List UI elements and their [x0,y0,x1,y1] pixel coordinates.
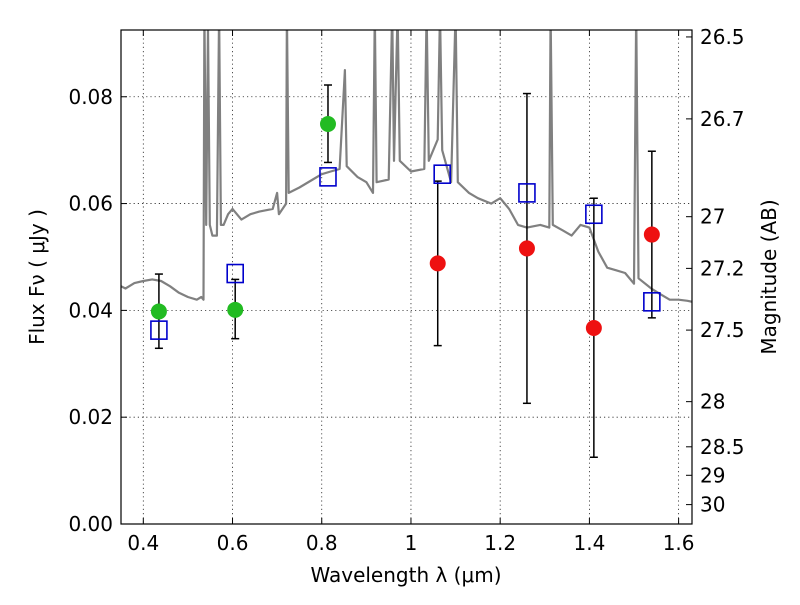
x-tick-label: 0.6 [217,531,249,555]
observed-green-point [227,301,244,318]
observed-green-point [319,115,336,132]
y-tick-label: 0.04 [68,298,113,322]
x-axis-label: Wavelength λ (μm) [310,563,501,587]
y-tick-label: 0.06 [68,192,113,216]
mag-tick-label: 28 [700,390,725,414]
mag-tick-label: 30 [700,493,725,517]
y-axis-label: Flux Fν ( μJy ) [25,209,49,345]
x-tick-label: 0.4 [127,531,159,555]
model-photometry-point [433,164,451,184]
x-tick-label: 1.4 [573,531,605,555]
x-tick-label: 1 [405,531,418,555]
axis-ticks: 0.4 0.6 0.8 1 1.2 1.4 1.6 0.00 0.02 0.04 0.06 0.08 2… [68,25,744,555]
x-tick-label: 0.8 [306,531,338,555]
plot-area [121,30,692,458]
model-photometry-point [585,204,603,225]
grid [121,30,692,525]
mag-tick-label: 29 [700,463,725,487]
model-photometry-point [518,183,536,203]
x-tick-label: 1.6 [663,531,695,555]
model-photometry-point [226,263,244,284]
mag-tick-label: 27.5 [700,318,745,342]
model-photometry-point [150,320,168,340]
mag-tick-label: 27.2 [700,256,745,280]
y-tick-label: 0.00 [68,512,113,536]
mag-tick-label: 28.5 [700,435,745,459]
mag-tick-label: 26.5 [700,25,745,49]
observed-green-point [150,303,167,320]
y-tick-label: 0.02 [68,405,113,429]
model-spectrum-line [121,30,692,303]
mag-tick-label: 27 [700,205,725,229]
observed-red-point [643,226,660,243]
observed-red-point [585,320,602,337]
x-tick-label: 1.2 [484,531,516,555]
observed-red-point [429,255,446,272]
y-tick-label: 0.08 [68,85,113,109]
y2-axis-label: Magnitude (AB) [757,199,781,354]
observed-red-point [518,240,535,257]
model-photometry-point [319,167,337,187]
mag-tick-label: 26.7 [700,107,745,131]
plot-frame [120,29,693,525]
model-photometry-point [643,292,661,312]
